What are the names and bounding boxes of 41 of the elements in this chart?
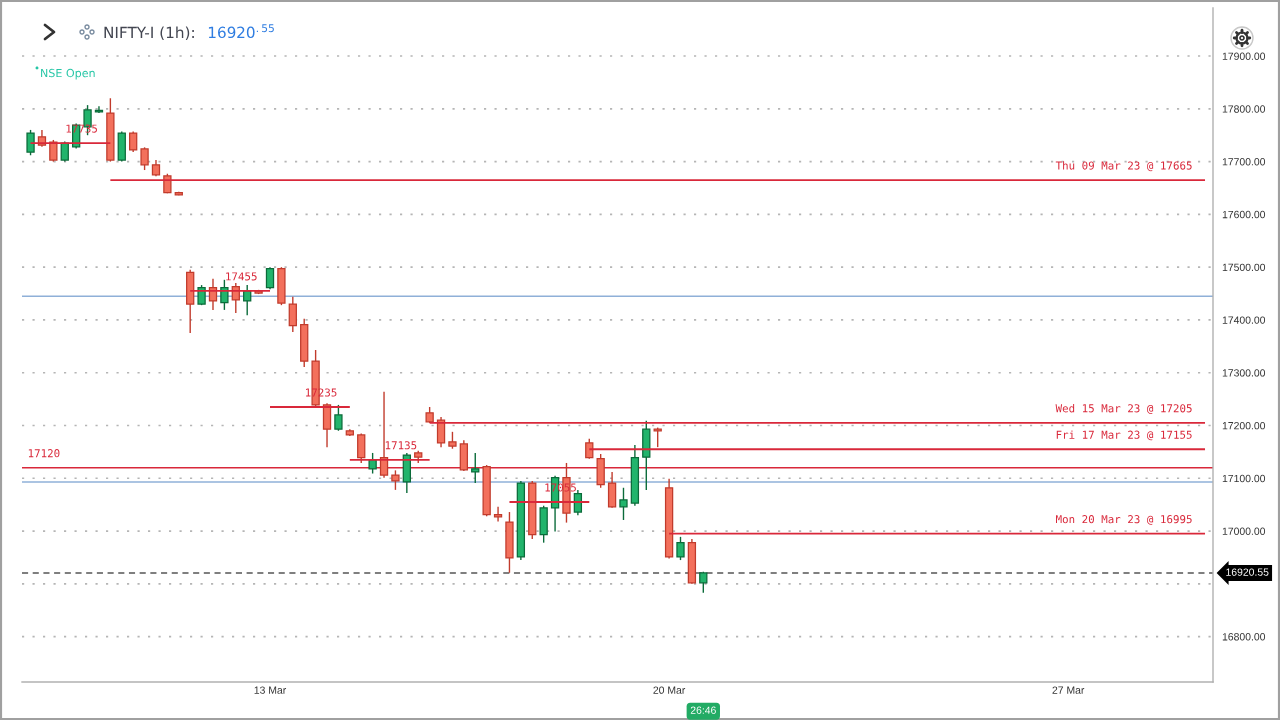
candlestick: [140, 146, 149, 171]
text: 16920$^{.55}$: [208, 24, 274, 39]
y-tick-label: 17700.00: [1222, 158, 1266, 166]
candlestick: [220, 279, 229, 311]
ref-line-label: 16920.55: [1226, 568, 1269, 576]
candlestick: [607, 471, 617, 509]
text: 26:46: [690, 706, 716, 714]
y-tick-label: 17200.00: [1222, 421, 1266, 430]
candlestick: [357, 432, 366, 464]
candlestick: [288, 296, 297, 333]
ref-line-label: 17120: [28, 449, 60, 458]
y-tick-label: 17900.00: [1222, 52, 1266, 60]
x-tick-label: 13 Mar: [254, 686, 287, 694]
candlestick: [391, 469, 400, 491]
candlestick: [49, 139, 58, 163]
series-label: Thu 09 Mar 23 @ 17665: [1055, 161, 1192, 172]
y-tick-label: 17400.00: [1222, 316, 1266, 324]
candlestick: [334, 404, 343, 432]
series-label: Mon 20 Mar 23 @ 16995: [1056, 515, 1192, 525]
x-tick-label: 20 Mar: [653, 686, 686, 694]
y-tick-label: 17600.00: [1222, 210, 1266, 219]
x-tick-label: 27 Mar: [1052, 686, 1085, 694]
candlestick: [676, 536, 685, 561]
candlestick: [493, 506, 503, 523]
y-tick-label: 16800.00: [1222, 633, 1266, 641]
candlestick: [26, 129, 35, 156]
series-label: 17455: [226, 272, 257, 281]
y-tick-label: 17100.00: [1222, 474, 1266, 483]
y-tick-label: 17500.00: [1222, 263, 1266, 272]
series-label: Wed 15 Mar 23 @ 17205: [1055, 404, 1192, 414]
annotation: NSE Open: [41, 68, 95, 80]
y-tick-label: 17300.00: [1222, 369, 1266, 377]
candlestick: [585, 437, 594, 460]
candlestick: [471, 452, 480, 484]
y-tick-label: 17000.00: [1222, 527, 1266, 535]
candlestick: [619, 487, 628, 521]
series-label: 17135: [385, 441, 417, 450]
text: NIFTY-I (1h):: [104, 26, 194, 41]
candlestick: [265, 266, 275, 291]
y-tick-label: 17800.00: [1222, 105, 1266, 113]
series-label: Fri 17 Mar 23 @ 17155: [1056, 430, 1192, 441]
